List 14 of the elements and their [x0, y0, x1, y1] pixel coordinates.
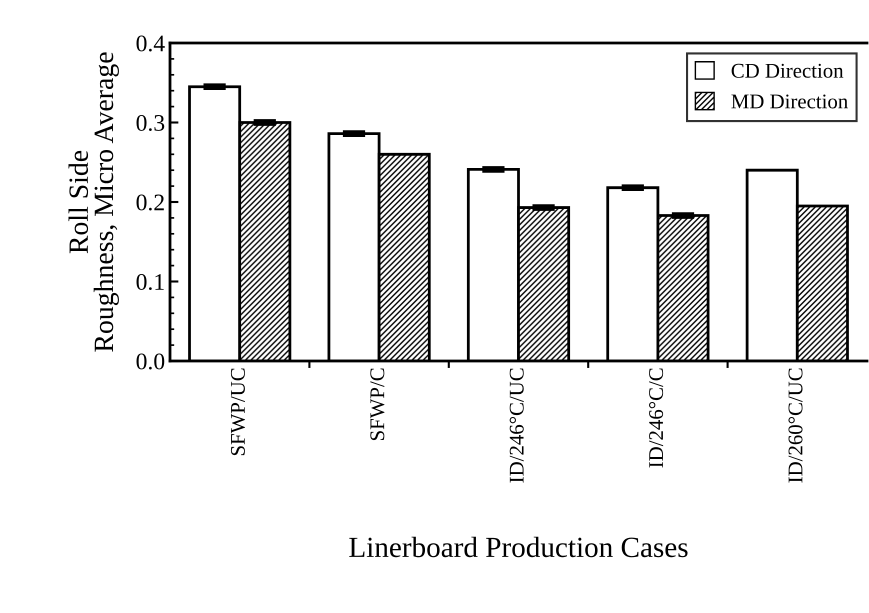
x-tick-label: SFWP/C	[370, 368, 384, 440]
legend-label: CD Direction	[732, 64, 844, 78]
x-tick-label: ID/246°C/UC	[510, 368, 524, 483]
x-tick-label: ID/260°C/UC	[788, 368, 803, 483]
x-axis-title: Linerboard Production Cases	[349, 536, 688, 558]
y-tick-label: 0.3	[136, 114, 164, 132]
legend-label: MD Direction	[731, 94, 848, 108]
y-tick-label: 0.1	[136, 274, 164, 290]
y-axis-title: Roll Side Roughness, Micro Average	[68, 52, 119, 352]
y-tick-label: 0.4	[136, 35, 165, 52]
x-tick-label: SFWP/UC	[230, 368, 246, 456]
y-tick-label: 0.2	[136, 194, 164, 211]
text: 0.0	[136, 353, 164, 370]
x-tick-label: ID/246°C/C	[649, 368, 664, 468]
